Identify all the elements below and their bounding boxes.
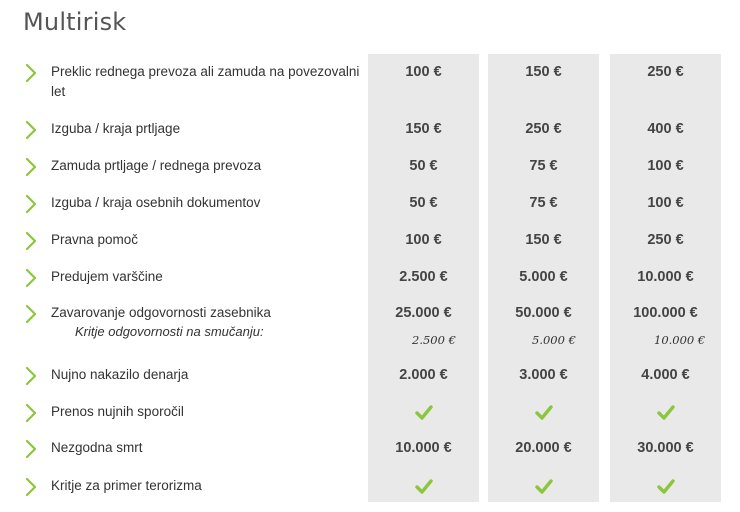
check-icon xyxy=(488,476,599,496)
coverage-value: 30.000 € xyxy=(637,440,694,456)
coverage-value: 100 € xyxy=(405,64,442,80)
check-icon xyxy=(368,402,479,422)
coverage-value: 2.000 € xyxy=(399,367,448,383)
chevron-right-icon xyxy=(24,231,38,251)
chevron-right-icon xyxy=(24,366,38,386)
coverage-value: 75 € xyxy=(529,195,558,211)
coverage-label: Zavarovanje odgovornosti zasebnika xyxy=(51,305,271,320)
coverage-value: 150 € xyxy=(525,64,562,80)
plan-column-3 xyxy=(610,54,721,502)
coverage-label: Preklic rednega prevoza ali zamuda na po… xyxy=(51,64,360,99)
chevron-right-icon xyxy=(24,304,38,324)
coverage-value: 150 € xyxy=(405,121,442,137)
coverage-sublabel: Kritje odgovornosti na smučanju: xyxy=(75,324,264,339)
coverage-value: 2.500 € xyxy=(399,269,448,285)
coverage-label: Prenos nujnih sporočil xyxy=(51,404,184,419)
check-icon xyxy=(610,476,721,496)
coverage-subvalue: 2.500 € xyxy=(412,333,456,347)
coverage-value: 150 € xyxy=(525,232,562,248)
chevron-right-icon xyxy=(24,268,38,288)
coverage-label: Izguba / kraja osebnih dokumentov xyxy=(51,195,261,210)
coverage-label: Nezgodna smrt xyxy=(51,440,143,455)
chevron-right-icon xyxy=(24,194,38,214)
plan-column-2 xyxy=(488,54,599,502)
plan-column-1 xyxy=(368,54,479,502)
coverage-label: Izguba / kraja prtljage xyxy=(51,121,181,136)
check-icon xyxy=(368,476,479,496)
coverage-subvalue: 10.000 € xyxy=(654,333,706,347)
chevron-right-icon xyxy=(24,439,38,459)
coverage-subvalue: 5.000 € xyxy=(532,333,576,347)
coverage-label: Pravna pomoč xyxy=(51,232,139,247)
coverage-value: 75 € xyxy=(529,158,558,174)
coverage-value: 50.000 € xyxy=(515,305,572,321)
chevron-right-icon xyxy=(24,403,38,423)
coverage-label: Nujno nakazilo denarja xyxy=(51,367,189,382)
coverage-label: Predujem varščine xyxy=(51,269,163,284)
coverage-value: 50 € xyxy=(409,158,438,174)
coverage-value: 20.000 € xyxy=(515,440,572,456)
coverage-value: 5.000 € xyxy=(519,269,568,285)
chevron-right-icon xyxy=(24,120,38,140)
coverage-value: 100 € xyxy=(405,232,442,248)
coverage-value: 250 € xyxy=(525,121,562,137)
coverage-value: 100 € xyxy=(647,195,684,211)
chevron-right-icon xyxy=(24,477,38,497)
coverage-label: Zamuda prtljage / rednega prevoza xyxy=(51,158,262,173)
coverage-value: 50 € xyxy=(409,195,438,211)
coverage-value: 25.000 € xyxy=(395,305,452,321)
coverage-value: 250 € xyxy=(647,232,684,248)
coverage-value: 100.000 € xyxy=(633,305,698,321)
chevron-right-icon xyxy=(24,63,38,83)
coverage-value: 10.000 € xyxy=(637,269,694,285)
page-title: Multirisk xyxy=(23,8,127,36)
coverage-value: 400 € xyxy=(647,121,684,137)
coverage-value: 10.000 € xyxy=(395,440,452,456)
coverage-value: 250 € xyxy=(647,64,684,80)
chevron-right-icon xyxy=(24,157,38,177)
check-icon xyxy=(488,402,599,422)
coverage-value: 4.000 € xyxy=(641,367,690,383)
check-icon xyxy=(610,402,721,422)
coverage-value: 100 € xyxy=(647,158,684,174)
coverage-label: Kritje za primer terorizma xyxy=(51,478,202,493)
coverage-value: 3.000 € xyxy=(519,367,568,383)
